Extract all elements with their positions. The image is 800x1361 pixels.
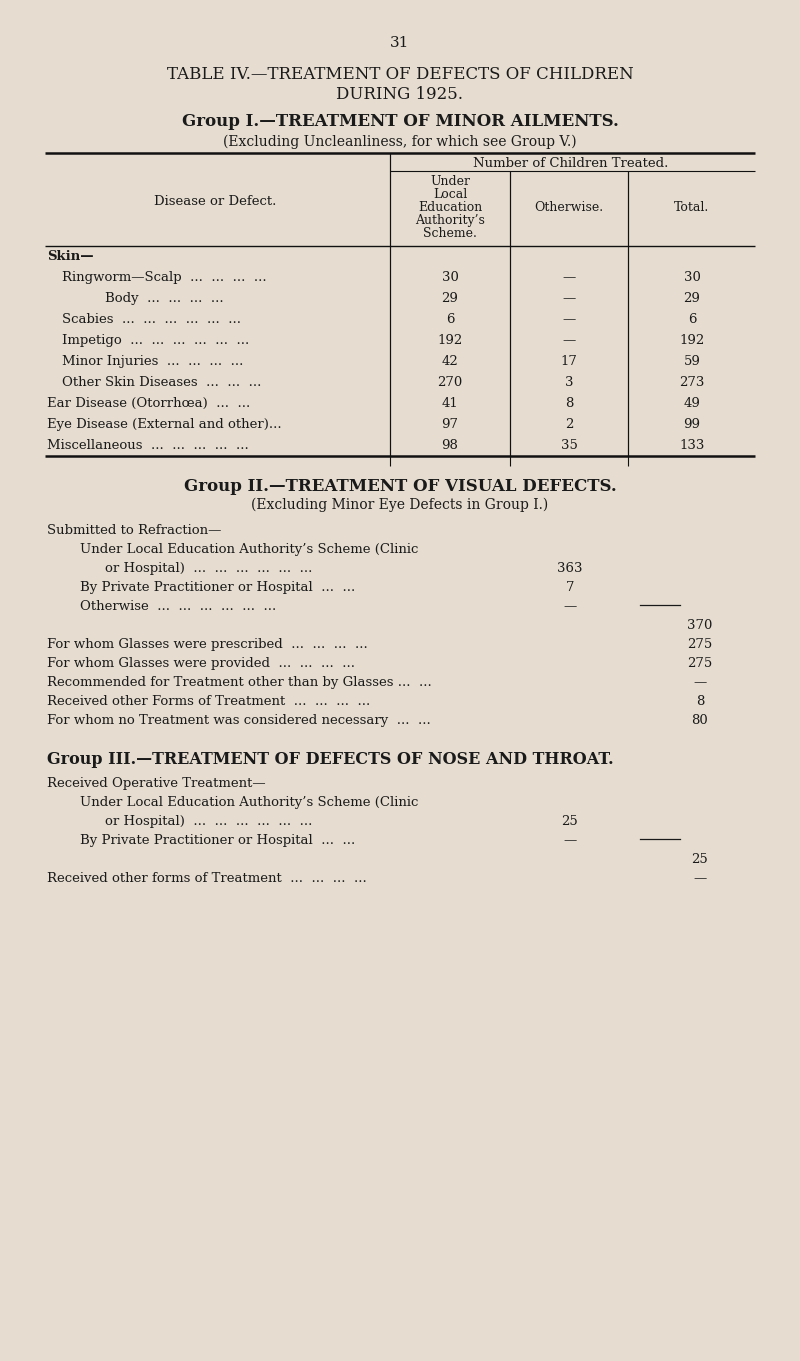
Text: —: — — [562, 293, 576, 305]
Text: Ringworm—Scalp  ...  ...  ...  ...: Ringworm—Scalp ... ... ... ... — [62, 271, 266, 284]
Text: Ear Disease (Otorrhœa)  ...  ...: Ear Disease (Otorrhœa) ... ... — [47, 397, 250, 410]
Text: or Hospital)  ...  ...  ...  ...  ...  ...: or Hospital) ... ... ... ... ... ... — [105, 815, 312, 827]
Text: 29: 29 — [442, 293, 458, 305]
Text: —: — — [563, 600, 577, 612]
Text: By Private Practitioner or Hospital  ...  ...: By Private Practitioner or Hospital ... … — [80, 581, 355, 593]
Text: 8: 8 — [696, 695, 704, 708]
Text: Received Operative Treatment—: Received Operative Treatment— — [47, 777, 266, 789]
Text: Eye Disease (External and other)...: Eye Disease (External and other)... — [47, 418, 282, 431]
Text: Miscellaneous  ...  ...  ...  ...  ...: Miscellaneous ... ... ... ... ... — [47, 440, 249, 452]
Text: Skin—: Skin— — [47, 250, 94, 263]
Text: —: — — [563, 834, 577, 847]
Text: Otherwise.: Otherwise. — [534, 201, 603, 214]
Text: 370: 370 — [687, 619, 713, 632]
Text: 275: 275 — [687, 657, 713, 670]
Text: 29: 29 — [683, 293, 701, 305]
Text: 59: 59 — [683, 355, 701, 367]
Text: Minor Injuries  ...  ...  ...  ...: Minor Injuries ... ... ... ... — [62, 355, 243, 367]
Text: 41: 41 — [442, 397, 458, 410]
Text: Number of Children Treated.: Number of Children Treated. — [474, 157, 669, 170]
Text: 25: 25 — [562, 815, 578, 827]
Text: Otherwise  ...  ...  ...  ...  ...  ...: Otherwise ... ... ... ... ... ... — [80, 600, 276, 612]
Text: 98: 98 — [442, 440, 458, 452]
Text: 35: 35 — [561, 440, 578, 452]
Text: (Excluding Minor Eye Defects in Group I.): (Excluding Minor Eye Defects in Group I.… — [251, 498, 549, 512]
Text: For whom Glasses were prescribed  ...  ...  ...  ...: For whom Glasses were prescribed ... ...… — [47, 638, 368, 651]
Text: Local: Local — [433, 188, 467, 201]
Text: 2: 2 — [565, 418, 573, 431]
Text: Impetigo  ...  ...  ...  ...  ...  ...: Impetigo ... ... ... ... ... ... — [62, 333, 250, 347]
Text: 275: 275 — [687, 638, 713, 651]
Text: Received other forms of Treatment  ...  ...  ...  ...: Received other forms of Treatment ... ..… — [47, 872, 366, 885]
Text: 8: 8 — [565, 397, 573, 410]
Text: Group II.—TREATMENT OF VISUAL DEFECTS.: Group II.—TREATMENT OF VISUAL DEFECTS. — [184, 478, 616, 495]
Text: 42: 42 — [442, 355, 458, 367]
Text: Under Local Education Authority’s Scheme (Clinic: Under Local Education Authority’s Scheme… — [80, 543, 418, 557]
Text: 270: 270 — [438, 376, 462, 389]
Text: 192: 192 — [438, 333, 462, 347]
Text: Other Skin Diseases  ...  ...  ...: Other Skin Diseases ... ... ... — [62, 376, 262, 389]
Text: —: — — [694, 676, 706, 689]
Text: Submitted to Refraction—: Submitted to Refraction— — [47, 524, 222, 538]
Text: 133: 133 — [679, 440, 705, 452]
Text: 192: 192 — [679, 333, 705, 347]
Text: 6: 6 — [446, 313, 454, 327]
Text: —: — — [562, 313, 576, 327]
Text: 31: 31 — [390, 35, 410, 50]
Text: Under Local Education Authority’s Scheme (Clinic: Under Local Education Authority’s Scheme… — [80, 796, 418, 808]
Text: Recommended for Treatment other than by Glasses ...  ...: Recommended for Treatment other than by … — [47, 676, 432, 689]
Text: By Private Practitioner or Hospital  ...  ...: By Private Practitioner or Hospital ... … — [80, 834, 355, 847]
Text: 25: 25 — [692, 853, 708, 866]
Text: 17: 17 — [561, 355, 578, 367]
Text: Group I.—TREATMENT OF MINOR AILMENTS.: Group I.—TREATMENT OF MINOR AILMENTS. — [182, 113, 618, 131]
Text: Group III.—TREATMENT OF DEFECTS OF NOSE AND THROAT.: Group III.—TREATMENT OF DEFECTS OF NOSE … — [47, 751, 614, 768]
Text: Received other Forms of Treatment  ...  ...  ...  ...: Received other Forms of Treatment ... ..… — [47, 695, 370, 708]
Text: Total.: Total. — [674, 201, 710, 214]
Text: Under: Under — [430, 176, 470, 188]
Text: —: — — [694, 872, 706, 885]
Text: 80: 80 — [692, 715, 708, 727]
Text: 7: 7 — [566, 581, 574, 593]
Text: Authority’s: Authority’s — [415, 214, 485, 227]
Text: 363: 363 — [558, 562, 582, 574]
Text: Education: Education — [418, 201, 482, 214]
Text: 97: 97 — [442, 418, 458, 431]
Text: —: — — [562, 333, 576, 347]
Text: TABLE IV.—TREATMENT OF DEFECTS OF CHILDREN: TABLE IV.—TREATMENT OF DEFECTS OF CHILDR… — [166, 65, 634, 83]
Text: For whom Glasses were provided  ...  ...  ...  ...: For whom Glasses were provided ... ... .… — [47, 657, 355, 670]
Text: Scabies  ...  ...  ...  ...  ...  ...: Scabies ... ... ... ... ... ... — [62, 313, 241, 327]
Text: 30: 30 — [683, 271, 701, 284]
Text: 30: 30 — [442, 271, 458, 284]
Text: or Hospital)  ...  ...  ...  ...  ...  ...: or Hospital) ... ... ... ... ... ... — [105, 562, 312, 574]
Text: 6: 6 — [688, 313, 696, 327]
Text: 273: 273 — [679, 376, 705, 389]
Text: (Excluding Uncleanliness, for which see Group V.): (Excluding Uncleanliness, for which see … — [223, 135, 577, 150]
Text: 99: 99 — [683, 418, 701, 431]
Text: 49: 49 — [683, 397, 701, 410]
Text: Body  ...  ...  ...  ...: Body ... ... ... ... — [105, 293, 224, 305]
Text: For whom no Treatment was considered necessary  ...  ...: For whom no Treatment was considered nec… — [47, 715, 430, 727]
Text: 3: 3 — [565, 376, 574, 389]
Text: Disease or Defect.: Disease or Defect. — [154, 195, 276, 207]
Text: DURING 1925.: DURING 1925. — [337, 86, 463, 103]
Text: Scheme.: Scheme. — [423, 227, 477, 240]
Text: —: — — [562, 271, 576, 284]
